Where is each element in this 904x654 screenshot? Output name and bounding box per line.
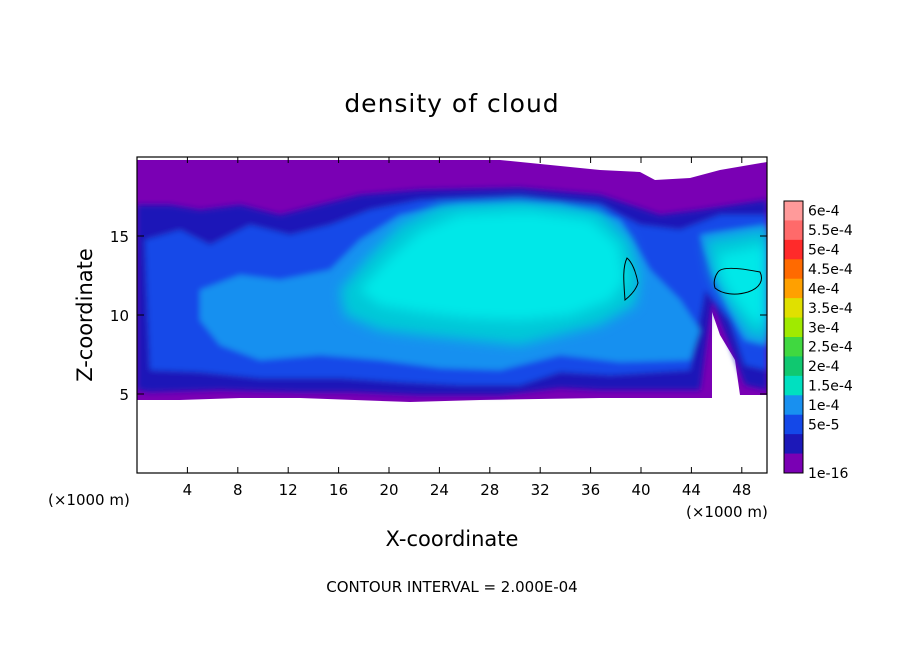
y-tick-label: 15	[110, 228, 129, 246]
colorbar-label: 3.5e-4	[808, 301, 853, 317]
colorbar-label: 1.5e-4	[808, 379, 853, 395]
contour-line-right	[713, 267, 762, 295]
x-tick-label: 16	[329, 481, 348, 499]
y-tick-label: 10	[110, 307, 129, 325]
y-axis-label: Z-coordinate	[73, 248, 97, 382]
chart-title: density of cloud	[344, 89, 559, 118]
colorbar-label: 1e-4	[808, 398, 840, 414]
x-tick-label: 32	[531, 481, 550, 499]
colorbar-label: 4e-4	[808, 281, 840, 297]
x-tick-label: 36	[581, 481, 600, 499]
x-tick-label: 48	[732, 481, 751, 499]
colorbar-label: 1e-16	[808, 466, 848, 482]
colorbar-swatch	[784, 317, 803, 338]
colorbar-swatch	[784, 453, 803, 474]
colorbar-frame	[783, 200, 804, 474]
colorbar-swatch	[784, 395, 803, 416]
x-right-unit-label: (×1000 m)	[686, 503, 768, 521]
colorbar-label: 2e-4	[808, 359, 840, 375]
y-axis-ticks: 5 10 15	[110, 228, 767, 404]
x-tick-label: 28	[480, 481, 499, 499]
colorbar-swatch	[784, 239, 803, 260]
colorbar-swatch	[784, 375, 803, 396]
colorbar-swatch	[784, 337, 803, 357]
colorbar-swatch	[784, 298, 803, 319]
contour-interval-note: CONTOUR INTERVAL = 2.000E-04	[326, 578, 577, 596]
colorbar-swatch	[784, 278, 803, 299]
colorbar-swatch	[784, 259, 803, 280]
x-tick-label: 20	[379, 481, 398, 499]
colorbar-swatch	[784, 434, 803, 455]
colorbar-swatch	[784, 356, 803, 377]
colorbar-label: 2.5e-4	[808, 340, 853, 356]
x-left-unit-label: (×1000 m)	[48, 491, 130, 509]
x-axis-ticks: 4 8 12 16 20 24 28 32 36 40 44 48	[183, 157, 751, 499]
contour-line-left	[623, 257, 639, 301]
x-axis-label: X-coordinate	[386, 527, 519, 551]
x-tick-label: 24	[430, 481, 449, 499]
x-tick-label: 44	[682, 481, 701, 499]
x-tick-label: 12	[279, 481, 298, 499]
colorbar-label: 4.5e-4	[808, 262, 853, 278]
density-field	[137, 160, 767, 402]
colorbar-swatch	[784, 201, 803, 221]
colorbar-label: 5e-4	[808, 243, 840, 259]
x-tick-label: 40	[631, 481, 650, 499]
x-tick-label: 4	[183, 481, 193, 499]
colorbar-swatch	[784, 414, 803, 435]
colorbar-label: 3e-4	[808, 320, 840, 336]
region-cyan-cores	[340, 200, 767, 345]
colorbar-label: 6e-4	[808, 204, 840, 220]
x-tick-label: 8	[233, 481, 243, 499]
y-tick-label: 5	[119, 386, 129, 404]
colorbar-swatch	[784, 220, 803, 241]
colorbar: 6e-4 5.5e-4 5e-4 4.5e-4 4e-4 3.5e-4 3e-4 2.5e-4…	[783, 200, 853, 482]
colorbar-label: 5e-5	[808, 417, 839, 433]
colorbar-label: 5.5e-4	[808, 223, 853, 239]
